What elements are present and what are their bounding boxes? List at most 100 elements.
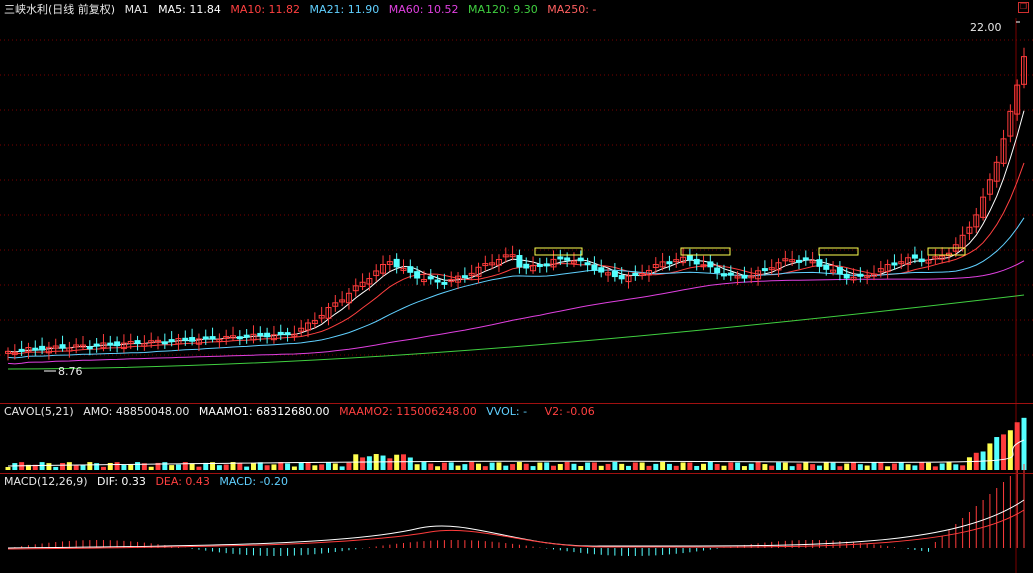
- volume-bar: [448, 462, 454, 470]
- candle-body: [495, 259, 502, 266]
- candle-body: [475, 266, 482, 277]
- volume-bar: [312, 465, 318, 470]
- candle-body: [707, 261, 714, 268]
- volume-bar: [516, 462, 522, 470]
- volume-bar: [905, 464, 911, 470]
- volume-bar: [653, 463, 659, 470]
- candle-body: [420, 279, 427, 283]
- candle-body: [209, 336, 216, 340]
- volume-bar: [571, 463, 577, 470]
- volume-bar: [782, 462, 788, 470]
- volume-bar: [632, 462, 638, 470]
- candle-body: [339, 299, 346, 303]
- restore-icon[interactable]: ❐: [1018, 2, 1029, 13]
- candle-body: [407, 266, 414, 273]
- ma10-value: MA10: 11.82: [230, 3, 301, 16]
- volume-bar: [912, 465, 918, 470]
- volume-bar: [823, 462, 829, 470]
- volume-bar: [619, 463, 625, 470]
- dif-line: [7, 499, 1025, 549]
- volume-bar: [475, 463, 481, 470]
- candle-body: [73, 344, 80, 348]
- candle-body: [720, 273, 727, 277]
- candle-body: [632, 272, 639, 276]
- candle-body: [557, 256, 564, 260]
- candle-body: [550, 258, 557, 268]
- volume-bar: [639, 462, 645, 470]
- volume-bar: [871, 462, 877, 470]
- volume-bar: [346, 462, 352, 470]
- candle-body: [250, 333, 257, 341]
- stock-title: 三峡水利(日线 前复权): [4, 3, 116, 16]
- candle-body: [789, 259, 796, 263]
- dea-value: DEA: 0.43: [155, 475, 210, 488]
- ma60-value: MA60: 10.52: [388, 3, 459, 16]
- candle-body: [980, 196, 987, 218]
- candle-body: [127, 340, 134, 344]
- volume-bar: [114, 462, 120, 470]
- candle-body: [693, 258, 700, 265]
- candle-body: [530, 264, 537, 272]
- candle-body: [25, 347, 32, 353]
- candle-body: [605, 272, 612, 276]
- candle-body: [380, 264, 387, 274]
- volume-bar: [462, 464, 468, 470]
- volume-bar: [844, 463, 850, 470]
- candle-body: [311, 320, 318, 325]
- candle-body: [795, 259, 802, 263]
- volume-bar: [851, 462, 857, 470]
- volume-bar: [701, 463, 707, 470]
- candle-body: [100, 342, 107, 349]
- macd-histogram: [7, 464, 1025, 556]
- volume-bar: [298, 462, 304, 470]
- volume-bar: [250, 462, 256, 470]
- candle-body: [673, 259, 680, 263]
- candle-body: [400, 267, 407, 271]
- candle-body: [298, 327, 305, 332]
- maamo1-value: MAAMO1: 68312680.00: [198, 405, 330, 418]
- volume-bar: [380, 455, 386, 470]
- candle-body: [870, 273, 877, 277]
- candle-body: [93, 343, 100, 347]
- volume-bar: [919, 462, 925, 470]
- main-panel-header: 三峡水利(日线 前复权) MA1 MA5: 11.84 MA10: 11.82 …: [4, 2, 602, 18]
- candle-body: [489, 262, 496, 266]
- volume-bar: [32, 464, 38, 470]
- volume-bar: [271, 464, 277, 470]
- candle-body: [809, 260, 816, 264]
- candle-body: [482, 263, 489, 267]
- ma21-value: MA21: 11.90: [309, 3, 380, 16]
- candle-body: [748, 275, 755, 279]
- candle-body: [264, 332, 271, 338]
- candle-body: [352, 285, 359, 292]
- candle-body: [830, 269, 837, 273]
- volume-bar: [769, 465, 775, 470]
- amo-value: AMO: 48850048.00: [83, 405, 190, 418]
- candle-body: [645, 269, 652, 276]
- volume-bar: [339, 466, 345, 470]
- volume-bar: [441, 462, 447, 470]
- candle-body: [864, 274, 871, 278]
- volume-bar: [469, 462, 475, 470]
- dea-line: [7, 509, 1025, 550]
- candle-body: [148, 340, 155, 344]
- candle-body: [141, 343, 148, 347]
- volume-bar: [503, 465, 509, 470]
- volume-bar: [728, 462, 734, 470]
- candle-body: [161, 341, 168, 345]
- candle-body: [536, 263, 543, 267]
- volume-bars: [5, 417, 1027, 470]
- candle-body: [223, 335, 230, 339]
- volume-bar: [885, 466, 891, 470]
- ma5-value: MA5: 11.84: [158, 3, 221, 16]
- volume-bar: [94, 463, 100, 470]
- candle-body: [932, 256, 939, 260]
- volume-bar: [741, 466, 747, 470]
- candle-body: [5, 350, 11, 354]
- candle-body: [543, 263, 550, 267]
- candle-body: [448, 279, 455, 283]
- candle-body: [359, 281, 366, 287]
- volume-bar: [694, 465, 700, 470]
